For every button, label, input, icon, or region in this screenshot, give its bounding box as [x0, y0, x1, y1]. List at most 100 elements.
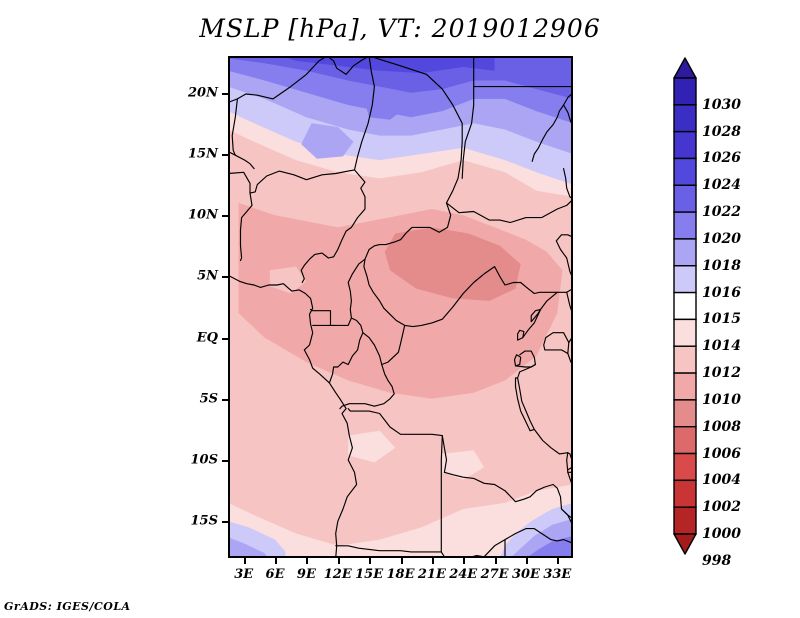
- colorbar-tick-label: 1022: [702, 204, 741, 221]
- x-axis-tick-mark: [306, 558, 309, 564]
- colorbar-tick-label: 1016: [702, 284, 741, 301]
- y-axis-tick-mark: [222, 337, 228, 340]
- mslp-contour-map: [228, 56, 573, 558]
- colorbar-tick-label: 1010: [702, 391, 741, 408]
- pressure-field-layer: [228, 56, 573, 558]
- border-line: [231, 98, 238, 156]
- colorbar-band: [673, 265, 697, 294]
- colorbar-band: [673, 157, 697, 186]
- border-line: [353, 56, 375, 171]
- x-axis-tick-mark: [494, 558, 497, 564]
- border-line: [363, 202, 573, 328]
- y-axis-tick-label: 20N: [188, 85, 218, 101]
- border-line: [563, 104, 572, 123]
- colorbar-tick-label: 1014: [702, 338, 741, 355]
- band-detail: [301, 123, 354, 159]
- border-line: [543, 332, 570, 355]
- x-axis-tick-label: 12E: [323, 567, 352, 582]
- border-line: [533, 428, 569, 455]
- border-line: [228, 150, 255, 170]
- x-axis-tick-mark: [400, 558, 403, 564]
- y-axis-tick-label: 10S: [190, 452, 218, 468]
- x-axis-tick-mark: [243, 558, 246, 564]
- x-axis-tick-label: 27E: [480, 567, 509, 582]
- border-line: [563, 168, 573, 200]
- colorbar-tick-label: 1030: [702, 96, 741, 113]
- border-line: [381, 324, 406, 366]
- country-borders-layer: [228, 56, 573, 558]
- border-line: [328, 317, 364, 384]
- y-axis-tick-mark: [222, 92, 228, 95]
- y-axis-tick-mark: [222, 521, 228, 524]
- border-line: [228, 56, 328, 104]
- colorbar-tick-label: 1020: [702, 230, 741, 247]
- border-line: [522, 291, 558, 339]
- colorbar-band: [673, 426, 697, 455]
- border-line: [228, 169, 366, 284]
- colorbar-tick-label: 1004: [702, 472, 741, 489]
- x-axis-tick-label: 18E: [386, 567, 415, 582]
- x-axis-tick-label: 6E: [265, 567, 285, 582]
- x-axis-tick-label: 21E: [417, 567, 446, 582]
- band-se-1018-1020: [526, 536, 573, 558]
- colorbar-tick-label: 1026: [702, 150, 741, 167]
- y-axis-tick-label: 15N: [188, 146, 218, 162]
- x-axis-tick-mark: [369, 558, 372, 564]
- border-line: [567, 471, 573, 476]
- map-plot-area: [228, 56, 573, 558]
- colorbar-band: [673, 318, 697, 347]
- colorbar-tick-label: 1018: [702, 257, 741, 274]
- band-sw-1016-1018: [228, 537, 268, 558]
- colorbar-band: [673, 130, 697, 160]
- border-line: [339, 332, 395, 410]
- colorbar-band: [673, 399, 697, 428]
- colorbar-band: [673, 479, 697, 508]
- colorbar-band: [673, 372, 697, 401]
- border-line: [514, 377, 535, 432]
- colorbar-tick-label: 1006: [702, 445, 741, 462]
- x-axis-tick-label: 30E: [511, 567, 540, 582]
- colorbar-top-cap: [673, 57, 697, 79]
- border-line: [326, 56, 370, 75]
- colorbar-band: [673, 77, 697, 106]
- y-axis-tick-label: EQ: [196, 330, 218, 346]
- y-axis-tick-mark: [222, 153, 228, 156]
- y-axis-tick-mark: [222, 276, 228, 279]
- x-axis-tick-mark: [337, 558, 340, 564]
- x-axis-tick-label: 33E: [543, 567, 572, 582]
- border-line: [347, 408, 573, 520]
- border-line: [445, 198, 573, 224]
- y-axis-tick-label: 10N: [188, 207, 218, 223]
- x-axis-tick-mark: [431, 558, 434, 564]
- x-axis-tick-mark: [525, 558, 528, 564]
- band-detail: [348, 430, 396, 463]
- colorbar-tick-label: 1028: [702, 123, 741, 140]
- band-detail: [269, 266, 307, 294]
- border-line: [461, 86, 475, 179]
- border-line: [513, 354, 522, 367]
- colorbar-tick-label: 1024: [702, 177, 741, 194]
- x-axis-tick-label: 24E: [449, 567, 478, 582]
- band-detail: [363, 95, 406, 120]
- colorbar-band: [673, 291, 697, 321]
- x-axis-tick-mark: [557, 558, 560, 564]
- colorbar-band: [673, 211, 697, 240]
- border-line: [473, 56, 573, 88]
- colorbar-tick-label: 1012: [702, 365, 741, 382]
- colorbar-tick-label: 1015: [702, 311, 741, 328]
- border-line: [310, 308, 332, 326]
- colorbar-band: [673, 452, 697, 482]
- border-line: [531, 92, 573, 162]
- border-line: [514, 350, 536, 368]
- border-line: [555, 234, 573, 280]
- x-axis-tick-label: 3E: [234, 567, 254, 582]
- x-axis-tick-mark: [275, 558, 278, 564]
- border-line: [368, 56, 463, 204]
- border-line: [239, 192, 253, 262]
- y-axis-tick-mark: [222, 215, 228, 218]
- y-axis-tick-mark: [222, 460, 228, 463]
- colorbar-tick-label: 1002: [702, 499, 741, 516]
- colorbar-band: [673, 104, 697, 133]
- credit-text: GrADS: IGES/COLA: [4, 600, 131, 613]
- y-axis-tick-label: 5S: [199, 391, 218, 407]
